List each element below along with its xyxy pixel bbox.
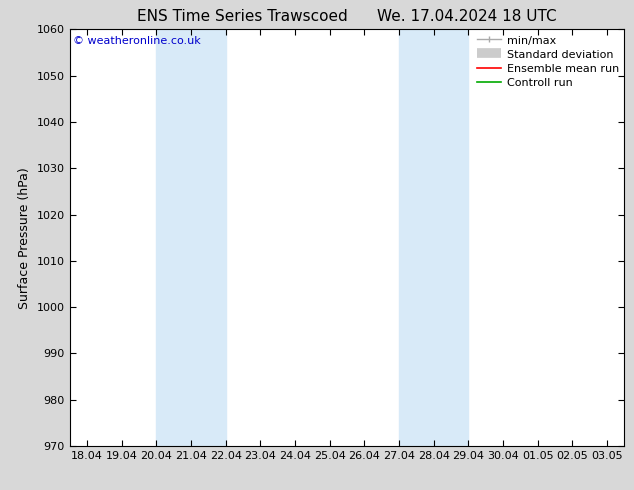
- Legend: min/max, Standard deviation, Ensemble mean run, Controll run: min/max, Standard deviation, Ensemble me…: [474, 32, 622, 92]
- Text: © weatheronline.co.uk: © weatheronline.co.uk: [72, 36, 200, 46]
- Y-axis label: Surface Pressure (hPa): Surface Pressure (hPa): [18, 167, 31, 309]
- Bar: [157, 29, 226, 446]
- Bar: [399, 29, 469, 446]
- Title: ENS Time Series Trawscoed      We. 17.04.2024 18 UTC: ENS Time Series Trawscoed We. 17.04.2024…: [138, 9, 557, 24]
